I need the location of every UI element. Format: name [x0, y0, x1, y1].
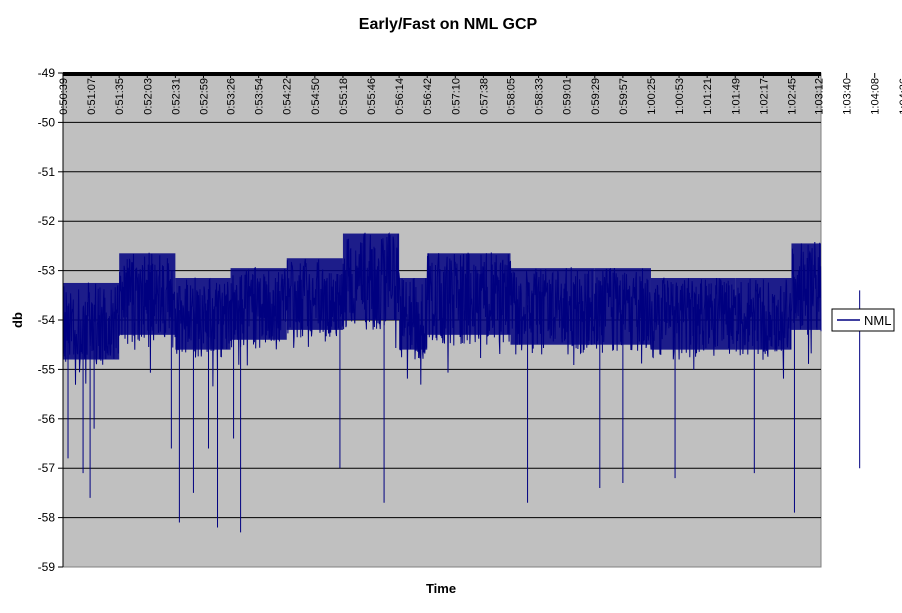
y-tick-label: -56 — [38, 412, 56, 426]
series-band-nml — [119, 253, 176, 335]
x-tick-label: 0:53:54 — [254, 78, 266, 115]
series-band-nml — [63, 282, 120, 360]
x-tick-label: 1:04:08 — [870, 78, 882, 115]
x-tick-label: 1:02:45 — [786, 78, 798, 115]
y-tick-label: -58 — [38, 511, 56, 525]
series-band-nml — [175, 278, 231, 350]
x-tick-label: 0:53:26 — [226, 78, 238, 115]
chart-title: Early/Fast on NML GCP — [359, 16, 538, 33]
x-tick-label: 1:01:49 — [730, 78, 742, 115]
x-tick-label: 0:55:18 — [338, 78, 350, 115]
x-tick-label: 0:56:42 — [422, 78, 434, 115]
x-tick-label: 1:02:17 — [758, 78, 770, 115]
series-band-nml — [510, 268, 595, 345]
x-axis-title: Time — [426, 581, 456, 596]
series-band-nml — [427, 253, 511, 335]
y-tick-label: -51 — [38, 165, 56, 179]
x-tick-label: 1:04:36 — [898, 78, 902, 115]
x-tick-label: 0:58:33 — [534, 78, 546, 115]
x-tick-label: 0:52:59 — [198, 78, 210, 115]
x-tick-label: 0:57:38 — [478, 78, 490, 115]
x-tick-label: 0:57:10 — [450, 78, 462, 115]
x-tick-label: 0:54:22 — [282, 78, 294, 115]
series-band-nml — [399, 278, 428, 350]
legend-label-nml: NML — [864, 313, 891, 328]
y-tick-label: -59 — [38, 560, 56, 574]
y-axis-title: db — [10, 312, 25, 328]
y-tick-label: -52 — [38, 214, 56, 228]
x-tick-label: 0:52:31 — [170, 78, 182, 115]
series-band-nml — [342, 233, 400, 320]
x-tick-label: 0:55:46 — [366, 78, 378, 115]
x-tick-label: 0:51:07 — [86, 78, 98, 115]
y-tick-label: -49 — [38, 66, 56, 80]
x-tick-label: 0:59:01 — [562, 78, 574, 115]
legend: NML — [831, 308, 895, 332]
x-tick-label: 1:03:40 — [842, 78, 854, 115]
y-tick-label: -50 — [38, 115, 56, 129]
series-nml — [62, 232, 861, 533]
x-tick-label: 0:56:14 — [394, 78, 406, 115]
x-tick-label: 0:52:03 — [142, 78, 154, 115]
x-tick-label: 1:03:12 — [814, 78, 826, 115]
series-band-nml — [735, 278, 792, 350]
series-band-nml — [791, 243, 821, 330]
x-axis-ticks: 0:50:39 0:51:07 0:51:35 0:52:03 0:52:31 0:52:… — [58, 73, 902, 115]
x-tick-label: 0:51:35 — [114, 78, 126, 115]
x-tick-label: 0:59:29 — [590, 78, 602, 115]
y-axis-ticks: -49 -50 -51 -52 -53 -54 -55 -56 -57 -58 -59 — [38, 66, 63, 574]
y-tick-label: -55 — [38, 362, 56, 376]
x-tick-label: 0:50:39 — [58, 78, 70, 115]
x-tick-label: 0:58:05 — [505, 78, 517, 115]
gridlines — [63, 121, 821, 519]
x-tick-label: 1:01:21 — [702, 78, 714, 115]
series-band-nml — [650, 278, 736, 350]
x-tick-label: 1:00:53 — [674, 78, 686, 115]
x-tick-label: 1:00:25 — [646, 78, 658, 115]
x-tick-label: 0:54:50 — [310, 78, 322, 115]
y-tick-label: -54 — [38, 313, 56, 327]
legend-box — [831, 308, 895, 332]
y-tick-label: -53 — [38, 264, 56, 278]
series-band-nml — [286, 258, 343, 330]
y-tick-label: -57 — [38, 461, 56, 475]
series-band-nml — [230, 268, 287, 340]
x-tick-label: 0:59:57 — [618, 78, 630, 115]
